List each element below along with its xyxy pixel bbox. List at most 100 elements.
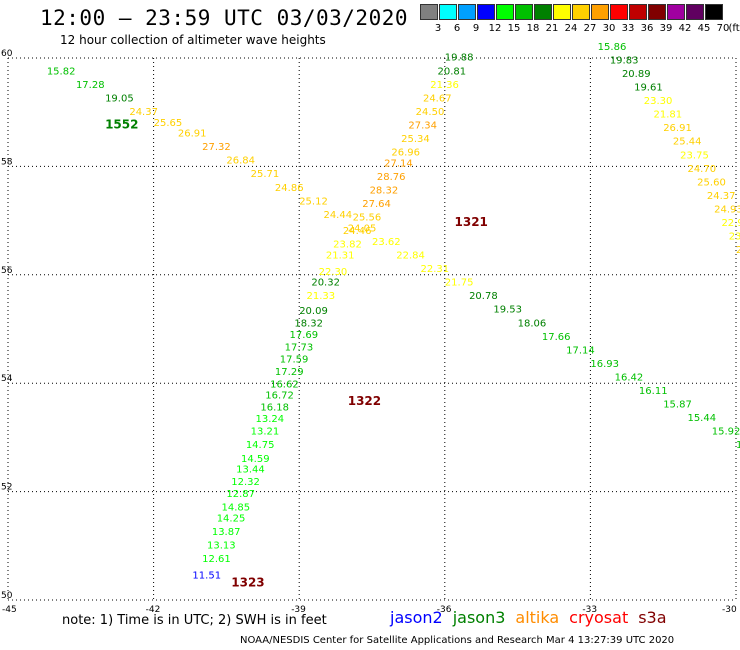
wave-height-label: 21.36 <box>430 80 459 91</box>
legend-swatch <box>477 4 495 20</box>
wave-height-label: 16.62 <box>270 380 299 391</box>
legend-swatch <box>534 4 552 20</box>
wave-height-label: 11.51 <box>192 570 221 581</box>
lon-tick-label: -39 <box>291 605 306 615</box>
legend-swatch <box>610 4 628 20</box>
wave-height-label: 15.87 <box>663 400 692 411</box>
wave-height-label: 12.32 <box>231 477 260 488</box>
wave-height-label: 14.85 <box>222 503 251 514</box>
lon-tick-label: -36 <box>437 605 452 615</box>
wave-height-label: 13.24 <box>256 414 285 425</box>
wave-height-label: 24.70 <box>687 164 716 175</box>
legend-swatch <box>667 4 685 20</box>
legend-unit: (ft) <box>728 23 740 34</box>
legend-swatch <box>648 4 666 20</box>
wave-height-label: 24.67 <box>423 93 452 104</box>
wave-height-label: 22.99 <box>721 218 740 229</box>
page-title: 12:00 – 23:59 UTC 03/03/2020 <box>40 6 409 30</box>
wave-height-label: 16.93 <box>590 359 619 370</box>
wave-height-label: 21.31 <box>326 251 355 262</box>
wave-height-label: 25.12 <box>299 196 328 207</box>
wave-height-label: 13.13 <box>207 541 236 552</box>
wave-height-label: 15.66 <box>736 440 740 451</box>
legend-swatch <box>515 4 533 20</box>
wave-height-label: 15.86 <box>598 42 627 53</box>
pass-time-label: 1323 <box>231 575 264 589</box>
wave-height-label: 17.69 <box>289 330 318 341</box>
wave-height-label: 22.30 <box>319 267 348 278</box>
wave-height-label: 28.76 <box>377 172 406 183</box>
footer-credit: NOAA/NESDIS Center for Satellite Applica… <box>240 635 675 646</box>
wave-height-label: 19.53 <box>493 305 522 316</box>
wave-height-label: 17.59 <box>280 355 309 366</box>
wave-height-label: 12.87 <box>226 489 255 500</box>
pass-time-label: 1321 <box>455 215 488 229</box>
page-subtitle: 12 hour collection of altimeter wave hei… <box>60 33 326 47</box>
lon-tick-label: -42 <box>146 605 161 615</box>
wave-height-label: 24.50 <box>416 107 445 118</box>
wave-height-label: 26.91 <box>178 129 207 140</box>
wave-height-label: 20.32 <box>311 278 340 289</box>
wave-height-label: 15.82 <box>47 66 76 77</box>
wave-height-label: 15.44 <box>687 413 716 424</box>
wave-height-label: 13.21 <box>251 427 280 438</box>
wave-height-label: 14.59 <box>241 454 270 465</box>
legend-swatch <box>591 4 609 20</box>
wave-height-label: 22.84 <box>396 251 425 262</box>
legend-label: 9 <box>472 23 480 34</box>
legend-label: 12 <box>488 23 502 34</box>
legend-label: 18 <box>526 23 540 34</box>
satellite-altika: altika <box>515 608 560 627</box>
wave-height-label: 28.32 <box>370 186 399 197</box>
legend-label: 3 <box>434 23 442 34</box>
wave-height-label: 21.33 <box>306 291 335 302</box>
legend-label: 21 <box>545 23 559 34</box>
legend-label: 70 <box>716 23 730 34</box>
legend-label: 15 <box>507 23 521 34</box>
wave-height-label: 13.87 <box>212 527 241 538</box>
lon-tick-label: -33 <box>582 605 597 615</box>
wave-height-label: 17.66 <box>542 332 571 343</box>
wave-height-label: 25.72 <box>736 245 740 256</box>
wave-height-label: 18.06 <box>518 318 547 329</box>
wave-height-label: 24.93 <box>714 204 740 215</box>
lat-tick-label: 60 <box>1 49 13 59</box>
wave-height-label: 20.81 <box>438 66 467 77</box>
legend-swatch <box>705 4 723 20</box>
lat-tick-label: 54 <box>1 374 13 384</box>
wave-height-label: 25.65 <box>154 118 183 129</box>
satellite-s3a: s3a <box>638 608 667 627</box>
wave-height-label: 15.92 <box>712 427 740 438</box>
legend-swatch <box>629 4 647 20</box>
legend-swatch <box>458 4 476 20</box>
wave-height-label: 16.42 <box>615 372 644 383</box>
wave-height-label: 23.82 <box>333 240 362 251</box>
wave-height-label: 20.89 <box>622 69 651 80</box>
pass-time-label: 1552 <box>105 117 138 131</box>
wave-height-label: 19.83 <box>610 55 639 66</box>
legend-label: 45 <box>697 23 711 34</box>
wave-height-label: 17.28 <box>76 80 105 91</box>
wave-height-label: 23.30 <box>644 96 673 107</box>
legend-label: 30 <box>602 23 616 34</box>
wave-height-label: 22.31 <box>421 264 450 275</box>
legend-label: 33 <box>621 23 635 34</box>
legend-swatch <box>496 4 514 20</box>
wave-height-label: 13.44 <box>236 465 265 476</box>
wave-height-label: 17.14 <box>566 345 595 356</box>
wave-height-label: 24.37 <box>129 107 158 118</box>
wave-height-label: 18.32 <box>294 318 323 329</box>
wave-height-label: 25.56 <box>353 213 382 224</box>
wave-height-label: 23.75 <box>680 150 709 161</box>
wave-height-label: 24.37 <box>707 191 736 202</box>
wave-height-label: 23.73 <box>729 232 740 243</box>
lat-tick-label: 50 <box>1 591 13 601</box>
wave-height-label: 14.75 <box>246 440 275 451</box>
wave-height-label: 16.11 <box>639 386 668 397</box>
wave-height-label: 20.78 <box>469 291 498 302</box>
wave-height-label: 16.72 <box>265 390 294 401</box>
wave-height-label: 24.44 <box>323 210 352 221</box>
wave-height-label: 14.25 <box>217 513 246 524</box>
wave-height-label: 27.14 <box>384 158 413 169</box>
